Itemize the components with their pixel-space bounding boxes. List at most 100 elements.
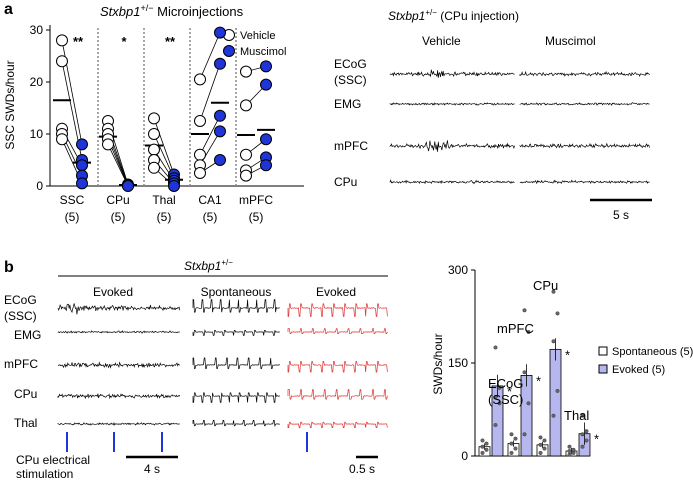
data-point [555,388,560,393]
eeg-trace [192,299,280,313]
eeg-trace [57,361,181,369]
data-point [493,395,498,400]
muscimol-point [214,125,226,138]
pair-line [199,32,221,80]
vehicle-point [148,143,160,156]
data-point [538,435,543,440]
trace-label-ssc: (SSC) [334,73,367,87]
panel-b-traces [57,299,388,428]
significance-mark: * [565,347,570,362]
data-point [509,432,514,437]
vehicle-point [240,148,252,161]
data-point [526,330,531,335]
vehicle-point [56,133,68,146]
muscimol-point [214,26,226,39]
b-scale-label-2: 0.5 s [349,462,375,476]
panel-a-scale-label: 5 s [613,208,629,222]
data-point [513,446,518,451]
muscimol-point [76,159,88,172]
data-point [580,413,585,418]
data-point [584,438,589,443]
bar-label-ssc: (SSC) [488,392,523,407]
significance-mark: * [121,34,127,49]
panel-a-letter: a [4,1,13,18]
group-label: mPFC [239,193,273,207]
data-point [493,345,498,350]
vehicle-point [194,167,206,179]
significance-mark: * [536,373,541,388]
vehicle-point [194,115,206,127]
data-point [580,432,585,437]
panel-a-y-ticks: 0 10 20 30 [30,23,50,193]
trace-label-cpu: CPu [334,175,357,189]
b-trace-label-ssc: (SSC) [4,309,37,323]
eeg-trace [389,69,515,78]
bar-label-ecog: ECoG [488,376,523,391]
vehicle-point [102,138,114,151]
group-label: SSC [60,193,85,207]
bar-label-cpu: CPu [533,278,558,293]
eeg-trace [287,361,388,373]
traces-col-vehicle: Vehicle [422,34,461,48]
group-n: (5) [249,210,264,224]
vehicle-point [240,99,252,112]
vehicle-point [194,73,206,86]
y-tick-label: 30 [30,23,44,37]
trace-label-emg: EMG [334,97,361,111]
group-label: CPu [106,193,129,207]
legend-evoked-label: Evoked (5) [612,364,665,376]
header-spontaneous: Spontaneous [201,285,272,299]
eeg-trace [192,392,280,403]
muscimol-point [214,109,226,122]
data-point [538,450,543,455]
data-point [522,308,527,313]
group-n: (5) [111,210,126,224]
panel-b-title: Stxbp1+/− [184,258,233,273]
eeg-trace [389,140,515,152]
data-point [542,446,547,451]
eeg-trace [519,179,650,185]
legend-muscimol-label: Muscimol [240,46,286,58]
y-tick-label: 20 [30,75,44,89]
significance-mark: * [507,384,512,399]
data-point [497,385,502,390]
group-label: CA1 [198,193,222,207]
legend-evoked-swatch [598,364,608,374]
eeg-trace [287,421,388,428]
b-trace-label-mpfc: mPFC [4,357,38,371]
panel-b-letter: b [4,259,14,276]
traces-col-muscimol: Muscimol [545,34,596,48]
muscimol-point [214,57,226,70]
panel-b-legend: Spontaneous (5) Evoked (5) [598,346,693,376]
vehicle-point [240,169,252,182]
data-point [584,429,589,434]
header-evoked-1: Evoked [93,285,133,299]
data-point [513,436,518,441]
panel-b-bars: * * * * [478,289,599,457]
legend-spontaneous-swatch [598,346,608,356]
panel-a-title: Stxbp1+/− Microinjections [100,3,244,19]
data-point [551,413,556,418]
data-point [551,289,556,294]
bar-label-mpfc: mPFC [497,321,534,336]
stim-label-line1: CPu electrical [16,453,90,467]
eeg-trace [57,393,181,400]
data-point [522,370,527,375]
data-point [580,444,585,449]
vehicle-point [240,65,252,78]
data-point [493,423,498,428]
data-point [484,441,489,446]
muscimol-point [214,154,226,166]
header-evoked-2: Evoked [316,285,356,299]
panel-a-traces [389,69,650,185]
data-point [571,447,576,452]
group-n: (5) [157,210,172,224]
y-tick-label: 0 [36,179,43,193]
stimulation-markers [66,432,308,452]
b-scale-label-1: 4 s [144,462,160,476]
pair-line [153,118,175,175]
vehicle-point [148,128,160,140]
vehicle-point [56,55,68,68]
panel-a-legend: Vehicle Muscimol [223,29,286,58]
data-point [538,442,543,447]
